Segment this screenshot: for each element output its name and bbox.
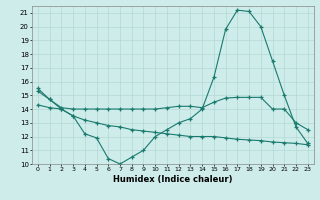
X-axis label: Humidex (Indice chaleur): Humidex (Indice chaleur) <box>113 175 233 184</box>
